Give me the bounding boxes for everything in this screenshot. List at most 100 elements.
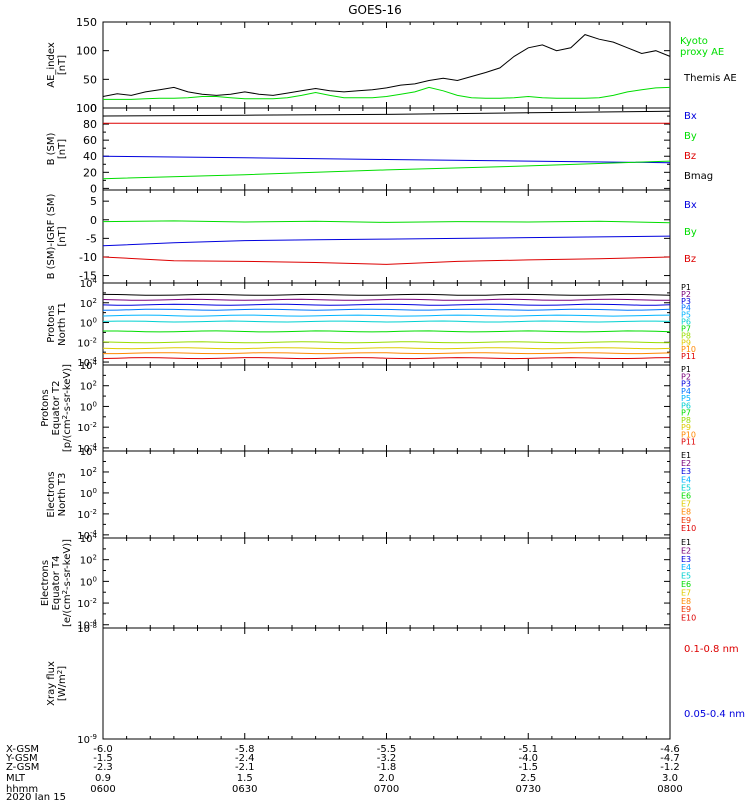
- x-axis-value: 2.5: [520, 773, 536, 784]
- legend-item: P7: [681, 409, 691, 418]
- series-p3: [102, 303, 671, 306]
- y-axis-label: Electrons: [46, 471, 57, 517]
- date-label: 2020 Jan 15: [6, 792, 66, 800]
- series-bz: [102, 256, 671, 265]
- y-tick-label: 10-4: [77, 529, 97, 542]
- y-tick-label: 0: [90, 182, 97, 195]
- y-tick-label: 0: [90, 214, 97, 227]
- x-axis-value: -2.3: [93, 762, 113, 773]
- panel-2: 0 20 40 60 80 100 B (SM) [nT] Bx By Bz Bmag: [46, 102, 713, 195]
- x-axis-value: -1.8: [377, 762, 397, 773]
- y-tick-label: 5: [90, 195, 97, 208]
- x-axis-value: -2.4: [235, 753, 255, 764]
- y-tick-label: 100: [76, 45, 97, 58]
- y-axis-label: [W/m2]: [56, 666, 68, 701]
- legend-item: E7: [681, 588, 691, 597]
- y-axis-label: [nT]: [57, 55, 68, 75]
- legend-item: E5: [681, 572, 691, 581]
- y-axis-label: [nT]: [57, 226, 68, 246]
- panel-frame: [102, 189, 671, 284]
- x-axis-value: -4.6: [660, 744, 680, 755]
- legend-item: P10: [681, 345, 696, 354]
- y-tick-label: 104: [80, 445, 98, 458]
- y-tick-label: 102: [80, 466, 97, 479]
- legend-item: P3: [681, 380, 691, 389]
- legend-item: P9: [681, 423, 691, 432]
- legend-item: E5: [681, 483, 691, 492]
- series-p4: [102, 308, 671, 311]
- legend-item: E3: [681, 467, 691, 476]
- y-axis-label: B (SM): [46, 132, 57, 165]
- legend-item: Bmag: [684, 171, 713, 182]
- legend-item: E10: [681, 524, 696, 533]
- series-p9: [102, 347, 671, 350]
- y-axis-label: Protons: [46, 305, 57, 342]
- y-tick-label: 80: [83, 118, 97, 131]
- y-axis-label: [p/(cm2-s-sr-keV)]: [61, 364, 73, 452]
- legend-item: Bx: [684, 200, 697, 211]
- y-tick-label: 104: [80, 532, 98, 545]
- y-axis-label: North T1: [57, 302, 68, 346]
- y-tick-label: 104: [80, 359, 98, 372]
- x-axis-value: 0.9: [95, 773, 111, 784]
- y-tick-label: -15: [79, 270, 97, 283]
- legend-item: E2: [681, 459, 691, 468]
- legend-item: P2: [681, 372, 691, 381]
- legend-item: E6: [681, 580, 691, 589]
- legend-item: E1: [681, 538, 691, 547]
- y-tick-label: 10-2: [77, 336, 97, 349]
- series-by: [102, 160, 671, 180]
- y-tick-label: 0: [90, 102, 97, 115]
- legend-item: P7: [681, 324, 691, 333]
- y-tick-label: 100: [80, 317, 97, 330]
- panel-8: 10-8 10-9 Xray flux [W/m2] 0.1-0.8 nm 0.05-0.…: [46, 622, 745, 746]
- panel-frame: [102, 627, 671, 740]
- x-axis-value: -5.8: [235, 744, 255, 755]
- legend-item: E10: [681, 614, 696, 623]
- legend-item: P3: [681, 297, 691, 306]
- series-p10: [103, 352, 671, 355]
- legend-item: P8: [681, 416, 691, 425]
- y-tick-label: 60: [83, 134, 97, 147]
- legend-item: E4: [681, 563, 691, 572]
- y-tick-label: -10: [79, 251, 97, 264]
- legend-item: P1: [681, 365, 691, 374]
- x-axis-value: -1.5: [93, 753, 113, 764]
- x-axis-value: -5.5: [377, 744, 397, 755]
- y-axis-label: [e/(cm2-s-sr-keV)]: [61, 539, 73, 627]
- panel-frame: [102, 450, 671, 539]
- series-bmag: [102, 110, 671, 117]
- panel-frame: [102, 107, 671, 191]
- y-tick-label: 40: [83, 150, 97, 163]
- y-axis-label: Protons: [40, 389, 51, 426]
- legend-item: P4: [681, 387, 691, 396]
- x-axis-value: 0630: [232, 784, 257, 795]
- y-tick-label: 10-2: [77, 597, 97, 610]
- panel-frame: [102, 537, 671, 629]
- series-p2: [102, 298, 671, 301]
- series-bx: [102, 235, 671, 247]
- legend-item: P2: [681, 290, 691, 299]
- x-axis-value: 3.0: [662, 773, 678, 784]
- y-tick-label: 10-4: [77, 356, 97, 369]
- y-axis-label: AE_index: [46, 42, 57, 88]
- panel-5: 10-4 10-2 100 102 104 Protons Equator T2[p/(cm…: [40, 359, 696, 455]
- legend-themis-ae: Themis AE: [683, 73, 737, 84]
- y-tick-label: 10-4: [77, 442, 97, 455]
- x-axis-row-label: MLT: [6, 773, 26, 784]
- y-tick-label: 102: [80, 297, 97, 310]
- legend-item: P10: [681, 430, 696, 439]
- x-axis-block: X-GSMY-GSMZ-GSMMLThhmm-6.0-1.5-2.30.9060…: [5, 744, 683, 800]
- legend-xray-short: 0.05-0.4 nm: [684, 709, 745, 720]
- legend-item: By: [684, 227, 697, 238]
- x-axis-value: 0800: [657, 784, 682, 795]
- legend-item: By: [684, 131, 697, 142]
- y-tick-label: 100: [80, 400, 97, 413]
- legend-item: E2: [681, 546, 691, 555]
- legend-item: P11: [681, 438, 696, 447]
- y-tick-label: -5: [86, 232, 97, 245]
- y-tick-label: 10-2: [77, 508, 97, 521]
- x-axis-value: -5.1: [518, 744, 538, 755]
